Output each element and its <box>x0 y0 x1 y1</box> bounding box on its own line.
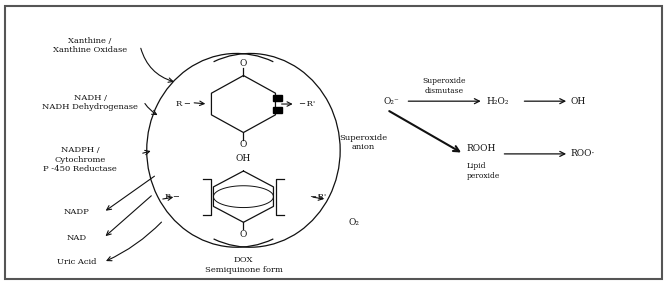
Text: O: O <box>239 59 247 68</box>
FancyBboxPatch shape <box>5 6 662 279</box>
Text: dismutase: dismutase <box>425 87 464 95</box>
Text: Uric Acid: Uric Acid <box>57 258 97 266</box>
Text: OH: OH <box>570 97 586 106</box>
Text: Xanthine /
Xanthine Oxidase: Xanthine / Xanthine Oxidase <box>53 37 127 54</box>
Text: NADH /
NADH Dehydrogenase: NADH / NADH Dehydrogenase <box>42 94 138 111</box>
Text: DOX
Semiquinone form: DOX Semiquinone form <box>205 256 282 274</box>
Text: ─ R': ─ R' <box>299 100 315 108</box>
Text: O₂: O₂ <box>348 218 359 227</box>
Text: ─ R': ─ R' <box>310 193 326 201</box>
Text: OH: OH <box>236 154 251 163</box>
Text: Superoxide
anion: Superoxide anion <box>340 134 388 151</box>
Text: ROO·: ROO· <box>570 149 595 158</box>
Bar <box>273 107 281 113</box>
Text: Lipid
peroxide: Lipid peroxide <box>467 162 500 180</box>
Text: NAD: NAD <box>67 234 87 242</box>
Text: O: O <box>239 230 247 239</box>
Text: NADP: NADP <box>64 208 89 216</box>
Text: NADPH /
Cytochrome
P -450 Reductase: NADPH / Cytochrome P -450 Reductase <box>43 146 117 173</box>
Text: H₂O₂: H₂O₂ <box>487 97 510 106</box>
Bar <box>273 95 281 101</box>
Text: ROOH: ROOH <box>467 144 496 153</box>
Text: O: O <box>239 140 247 149</box>
Text: R ─: R ─ <box>165 193 179 201</box>
Text: R ─: R ─ <box>176 100 190 108</box>
Text: O₂⁻: O₂⁻ <box>384 97 400 106</box>
Text: Superoxide: Superoxide <box>423 78 466 86</box>
